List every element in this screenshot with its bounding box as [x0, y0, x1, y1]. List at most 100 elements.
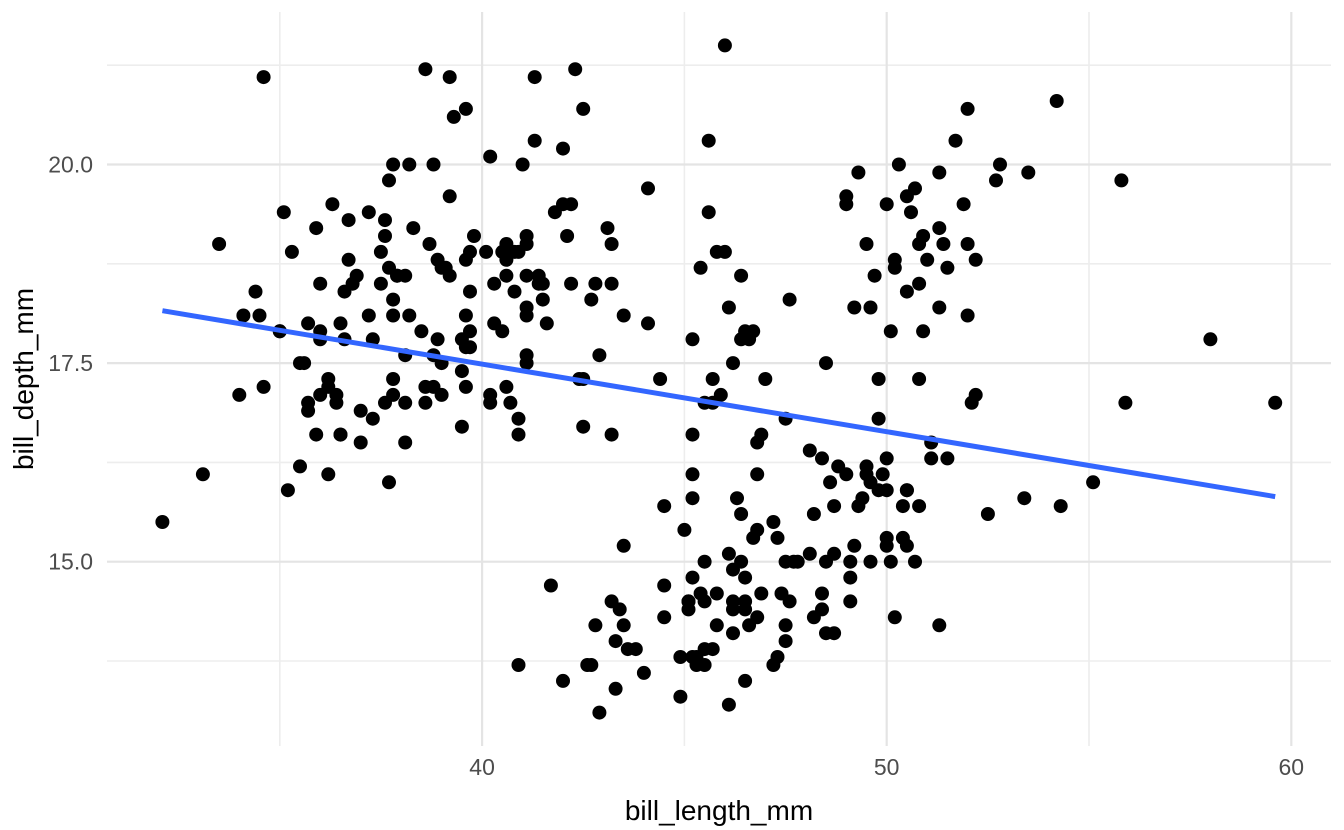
- data-point: [458, 101, 473, 116]
- data-point: [527, 70, 542, 85]
- data-point: [685, 491, 700, 506]
- data-point: [386, 292, 401, 307]
- data-point: [402, 308, 417, 323]
- data-point: [333, 427, 348, 442]
- data-point: [867, 268, 882, 283]
- data-point: [467, 229, 481, 243]
- data-point: [212, 237, 227, 251]
- data-point: [932, 221, 947, 236]
- data-point: [386, 157, 401, 172]
- data-point: [920, 252, 935, 267]
- y-tick-label: 17.5: [48, 350, 93, 376]
- data-point: [879, 530, 894, 545]
- data-point: [454, 364, 469, 379]
- data-point: [636, 665, 651, 680]
- trend-line: [161, 308, 1276, 500]
- data-point: [734, 507, 749, 521]
- data-point: [604, 276, 619, 291]
- data-point: [556, 141, 570, 156]
- data-point: [616, 308, 631, 323]
- data-point: [252, 308, 267, 323]
- data-point: [402, 157, 417, 172]
- data-point: [895, 499, 910, 514]
- data-point: [604, 427, 619, 442]
- data-point: [398, 395, 413, 410]
- data-point: [406, 221, 421, 236]
- data-point: [479, 244, 494, 259]
- data-point: [195, 467, 210, 482]
- data-point: [879, 197, 894, 212]
- data-point: [883, 554, 898, 569]
- data-point: [883, 324, 898, 339]
- data-point: [717, 244, 732, 259]
- data-point: [511, 427, 526, 442]
- data-point: [673, 689, 688, 704]
- data-point: [463, 244, 477, 259]
- data-point: [463, 284, 477, 299]
- data-point: [697, 594, 712, 609]
- data-point: [721, 697, 736, 712]
- x-tick-label: 40: [469, 754, 495, 780]
- data-point: [641, 181, 655, 196]
- data-point: [511, 658, 526, 672]
- data-point: [815, 451, 829, 466]
- data-point: [871, 483, 886, 498]
- data-point: [1268, 395, 1283, 410]
- data-point: [284, 244, 299, 259]
- data-point: [1114, 173, 1129, 188]
- data-point: [499, 268, 514, 283]
- x-tick-label: 50: [874, 754, 900, 780]
- data-point: [908, 181, 922, 196]
- data-point: [948, 133, 963, 148]
- data-point: [726, 626, 740, 641]
- data-point: [353, 403, 368, 418]
- data-point: [819, 626, 833, 641]
- data-point: [758, 372, 773, 386]
- data-point: [960, 237, 975, 251]
- data-point: [908, 554, 922, 569]
- data-point: [750, 522, 765, 537]
- data-point: [912, 276, 927, 291]
- data-point: [887, 610, 902, 625]
- data-point: [390, 268, 405, 283]
- data-point: [608, 681, 623, 696]
- data-point: [543, 578, 558, 593]
- data-point: [1086, 475, 1101, 490]
- data-point: [859, 467, 874, 482]
- data-point: [463, 324, 477, 339]
- data-point: [442, 70, 457, 85]
- data-point: [499, 237, 514, 251]
- data-point: [495, 324, 510, 339]
- data-point: [685, 570, 700, 585]
- data-point: [353, 435, 368, 450]
- data-point: [1053, 499, 1068, 514]
- data-point: [293, 459, 307, 474]
- data-point: [681, 602, 696, 617]
- data-point: [827, 499, 842, 514]
- data-point: [831, 459, 846, 474]
- data-point: [301, 395, 316, 410]
- data-point: [1049, 94, 1064, 108]
- data-point: [940, 451, 955, 466]
- data-point: [378, 395, 392, 410]
- data-point: [612, 602, 627, 617]
- data-point: [657, 578, 672, 593]
- data-point: [426, 157, 441, 172]
- data-point: [1017, 491, 1032, 506]
- data-point: [515, 157, 530, 172]
- data-point: [701, 133, 716, 148]
- data-point: [993, 157, 1007, 172]
- data-point: [738, 673, 753, 688]
- data-point: [333, 316, 348, 331]
- data-point: [819, 554, 833, 569]
- data-point: [1118, 395, 1133, 410]
- data-point: [709, 618, 724, 633]
- data-point: [519, 268, 534, 283]
- data-point: [547, 205, 562, 220]
- data-point: [721, 546, 736, 561]
- data-point: [843, 594, 858, 609]
- data-point: [458, 379, 473, 394]
- data-point: [916, 324, 931, 339]
- data-point: [386, 372, 401, 386]
